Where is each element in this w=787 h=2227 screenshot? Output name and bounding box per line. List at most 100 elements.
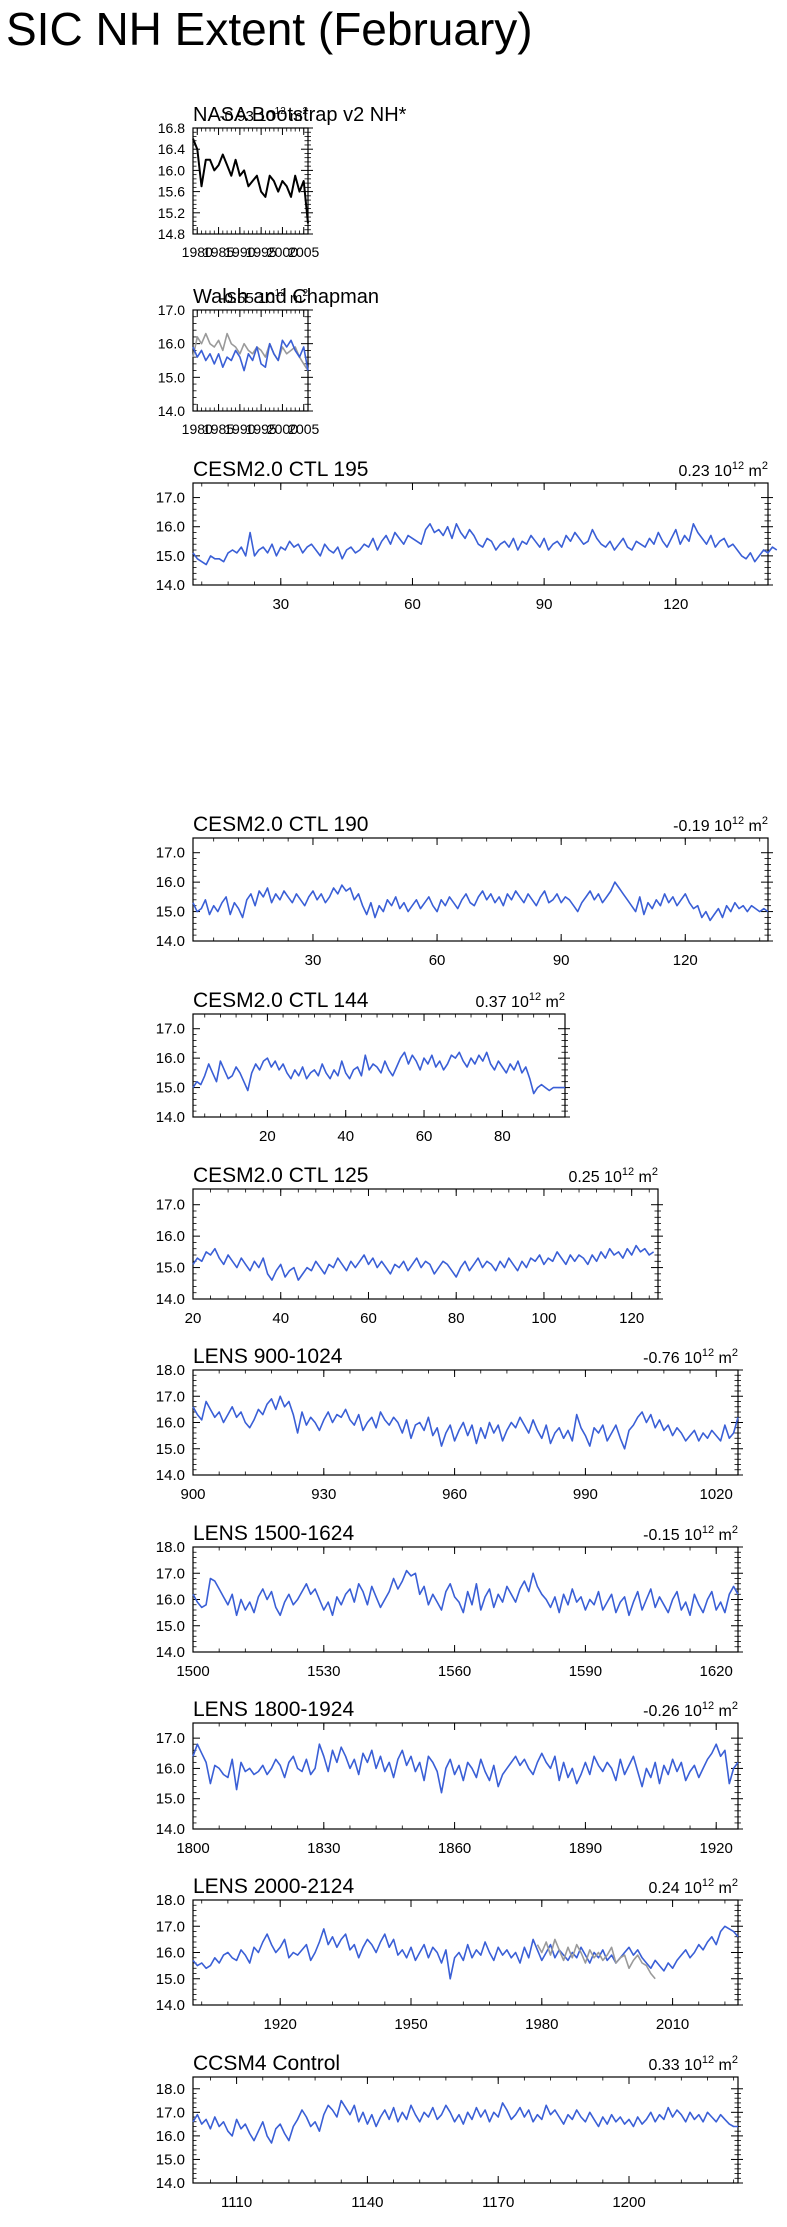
chart-ccsm4: CCSM4 Control 0.33 1012 m2 14.0 15.0 16.0 17.… bbox=[156, 2052, 743, 2211]
y-tick-label: 15.0 bbox=[156, 2151, 185, 2168]
y-tick-label: 16.4 bbox=[158, 141, 185, 157]
series-line-model bbox=[192, 1925, 739, 1980]
chart-lens2000: LENS 2000-2124 0.24 1012 m2 14.0 15.0 16.0 17… bbox=[156, 1875, 743, 2033]
x-tick-label: 40 bbox=[337, 1128, 354, 1145]
y-tick-label: 16.0 bbox=[156, 2128, 185, 2145]
x-tick-label: 1500 bbox=[176, 1663, 209, 1680]
x-tick-label: 1920 bbox=[264, 2016, 297, 2033]
y-tick-label: 17.0 bbox=[156, 2104, 185, 2121]
y-tick-label: 15.6 bbox=[158, 184, 185, 200]
y-tick-label: 15.0 bbox=[156, 1260, 185, 1277]
chart-title: LENS 1500-1624 bbox=[193, 1522, 354, 1545]
x-tick-label: 1530 bbox=[307, 1663, 340, 1680]
plot-frame bbox=[192, 1188, 659, 1300]
y-tick-label: 17.0 bbox=[156, 1730, 185, 1747]
x-tick-label: 2005 bbox=[288, 244, 319, 260]
x-tick-label: 2010 bbox=[656, 2016, 689, 2033]
x-tick-label: 100 bbox=[531, 1310, 556, 1327]
x-tick-label: 20 bbox=[185, 1310, 202, 1327]
series-line-walsh bbox=[192, 332, 309, 372]
y-tick-label: 14.8 bbox=[158, 226, 185, 242]
x-tick-label: 1020 bbox=[700, 1486, 733, 1503]
y-tick-label: 16.0 bbox=[156, 1760, 185, 1777]
x-tick-label: 90 bbox=[536, 596, 553, 613]
y-tick-label: 16.0 bbox=[156, 874, 185, 891]
series-line-model bbox=[192, 2099, 738, 2144]
y-tick-label: 14.0 bbox=[156, 1467, 185, 1484]
y-tick-label: 16.0 bbox=[156, 1050, 185, 1067]
chart-lens900: LENS 900-1024 -0.76 1012 m2 14.0 15.0 16.0 17… bbox=[156, 1345, 743, 1503]
series-line-model bbox=[192, 339, 309, 372]
x-tick-label: 1800 bbox=[176, 1840, 209, 1857]
x-tick-label: 1980 bbox=[525, 2016, 558, 2033]
x-tick-label: 1890 bbox=[569, 1840, 602, 1857]
y-tick-label: 17.0 bbox=[156, 490, 185, 507]
x-tick-label: 20 bbox=[259, 1128, 276, 1145]
y-tick-label: 15.0 bbox=[156, 1618, 185, 1635]
y-tick-label: 14.0 bbox=[156, 933, 185, 950]
plot-frame bbox=[192, 309, 309, 412]
x-tick-label: 1620 bbox=[700, 1663, 733, 1680]
y-tick-label: 16.0 bbox=[156, 1228, 185, 1245]
x-tick-label: 1200 bbox=[612, 2194, 645, 2211]
series-line-model bbox=[192, 881, 769, 922]
x-tick-label: 1950 bbox=[394, 2016, 427, 2033]
plot-frame bbox=[192, 1722, 739, 1830]
x-tick-label: 1995 bbox=[246, 421, 277, 437]
y-tick-label: 17.0 bbox=[156, 1918, 185, 1935]
x-tick-label: 990 bbox=[573, 1486, 598, 1503]
y-tick-label: 16.8 bbox=[158, 120, 185, 136]
trend-label: -0.76 1012 m2 bbox=[643, 1347, 738, 1367]
x-tick-label: 1170 bbox=[482, 2194, 514, 2211]
y-tick-label: 14.0 bbox=[156, 577, 185, 594]
y-tick-label: 18.0 bbox=[156, 1892, 185, 1909]
series-line-model bbox=[192, 1244, 655, 1281]
y-tick-label: 15.0 bbox=[156, 1791, 185, 1808]
y-tick-label: 15.0 bbox=[158, 369, 185, 385]
y-tick-label: 14.0 bbox=[158, 403, 185, 419]
trend-label: -0.93 1012 m2 bbox=[220, 106, 309, 125]
chart-title: LENS 900-1024 bbox=[193, 1345, 343, 1368]
chart-title: LENS 2000-2124 bbox=[193, 1875, 354, 1898]
y-tick-label: 16.0 bbox=[158, 336, 185, 352]
y-tick-label: 16.0 bbox=[158, 162, 185, 178]
trend-label: 0.25 1012 m2 bbox=[568, 1166, 658, 1186]
y-tick-label: 18.0 bbox=[156, 2081, 185, 2098]
plot-frame bbox=[192, 1369, 739, 1476]
trend-label: -0.15 1012 m2 bbox=[643, 1524, 738, 1544]
y-tick-label: 16.0 bbox=[156, 1415, 185, 1432]
y-tick-label: 17.0 bbox=[156, 1388, 185, 1405]
trend-label: 0.24 1012 m2 bbox=[648, 1877, 738, 1897]
plot-frame bbox=[192, 2076, 739, 2184]
chart-ctl125: CESM2.0 CTL 125 0.25 1012 m2 14.0 15.0 16.0 1… bbox=[156, 1164, 663, 1327]
y-tick-label: 14.0 bbox=[156, 1644, 185, 1661]
x-tick-label: 1995 bbox=[246, 244, 277, 260]
y-tick-label: 14.0 bbox=[156, 2175, 185, 2192]
y-tick-label: 15.0 bbox=[156, 548, 185, 565]
y-tick-label: 16.0 bbox=[156, 1945, 185, 1962]
trend-label: -0.26 1012 m2 bbox=[643, 1700, 738, 1720]
chart-nasa: NASA Bootstrap v2 NH*-0.93 1012 m2 14.8 15… bbox=[158, 104, 407, 260]
x-tick-label: 60 bbox=[360, 1310, 377, 1327]
x-tick-label: 1920 bbox=[700, 1840, 733, 1857]
trend-label: -0.19 1012 m2 bbox=[673, 815, 768, 835]
x-tick-label: 2000 bbox=[267, 244, 298, 260]
plot-frame bbox=[192, 127, 309, 235]
y-tick-label: 17.0 bbox=[156, 845, 185, 862]
x-tick-label: 60 bbox=[416, 1128, 433, 1145]
series-line-model bbox=[192, 1569, 739, 1617]
y-tick-label: 14.0 bbox=[156, 1109, 185, 1126]
chart-title: CESM2.0 CTL 125 bbox=[193, 1164, 368, 1187]
x-tick-label: 1590 bbox=[569, 1663, 602, 1680]
plot-frame bbox=[192, 837, 769, 942]
x-tick-label: 1860 bbox=[438, 1840, 471, 1857]
y-tick-label: 15.2 bbox=[158, 205, 185, 221]
x-tick-label: 30 bbox=[305, 952, 322, 969]
plot-frame bbox=[192, 1013, 566, 1118]
x-tick-label: 1980 bbox=[182, 244, 213, 260]
y-tick-label: 17.0 bbox=[156, 1197, 185, 1214]
chart-lens1500: LENS 1500-1624 -0.15 1012 m2 14.0 15.0 16.0 1… bbox=[156, 1522, 743, 1680]
x-tick-label: 60 bbox=[404, 596, 421, 613]
x-tick-label: 930 bbox=[311, 1486, 336, 1503]
chart-title: CESM2.0 CTL 195 bbox=[193, 458, 368, 481]
